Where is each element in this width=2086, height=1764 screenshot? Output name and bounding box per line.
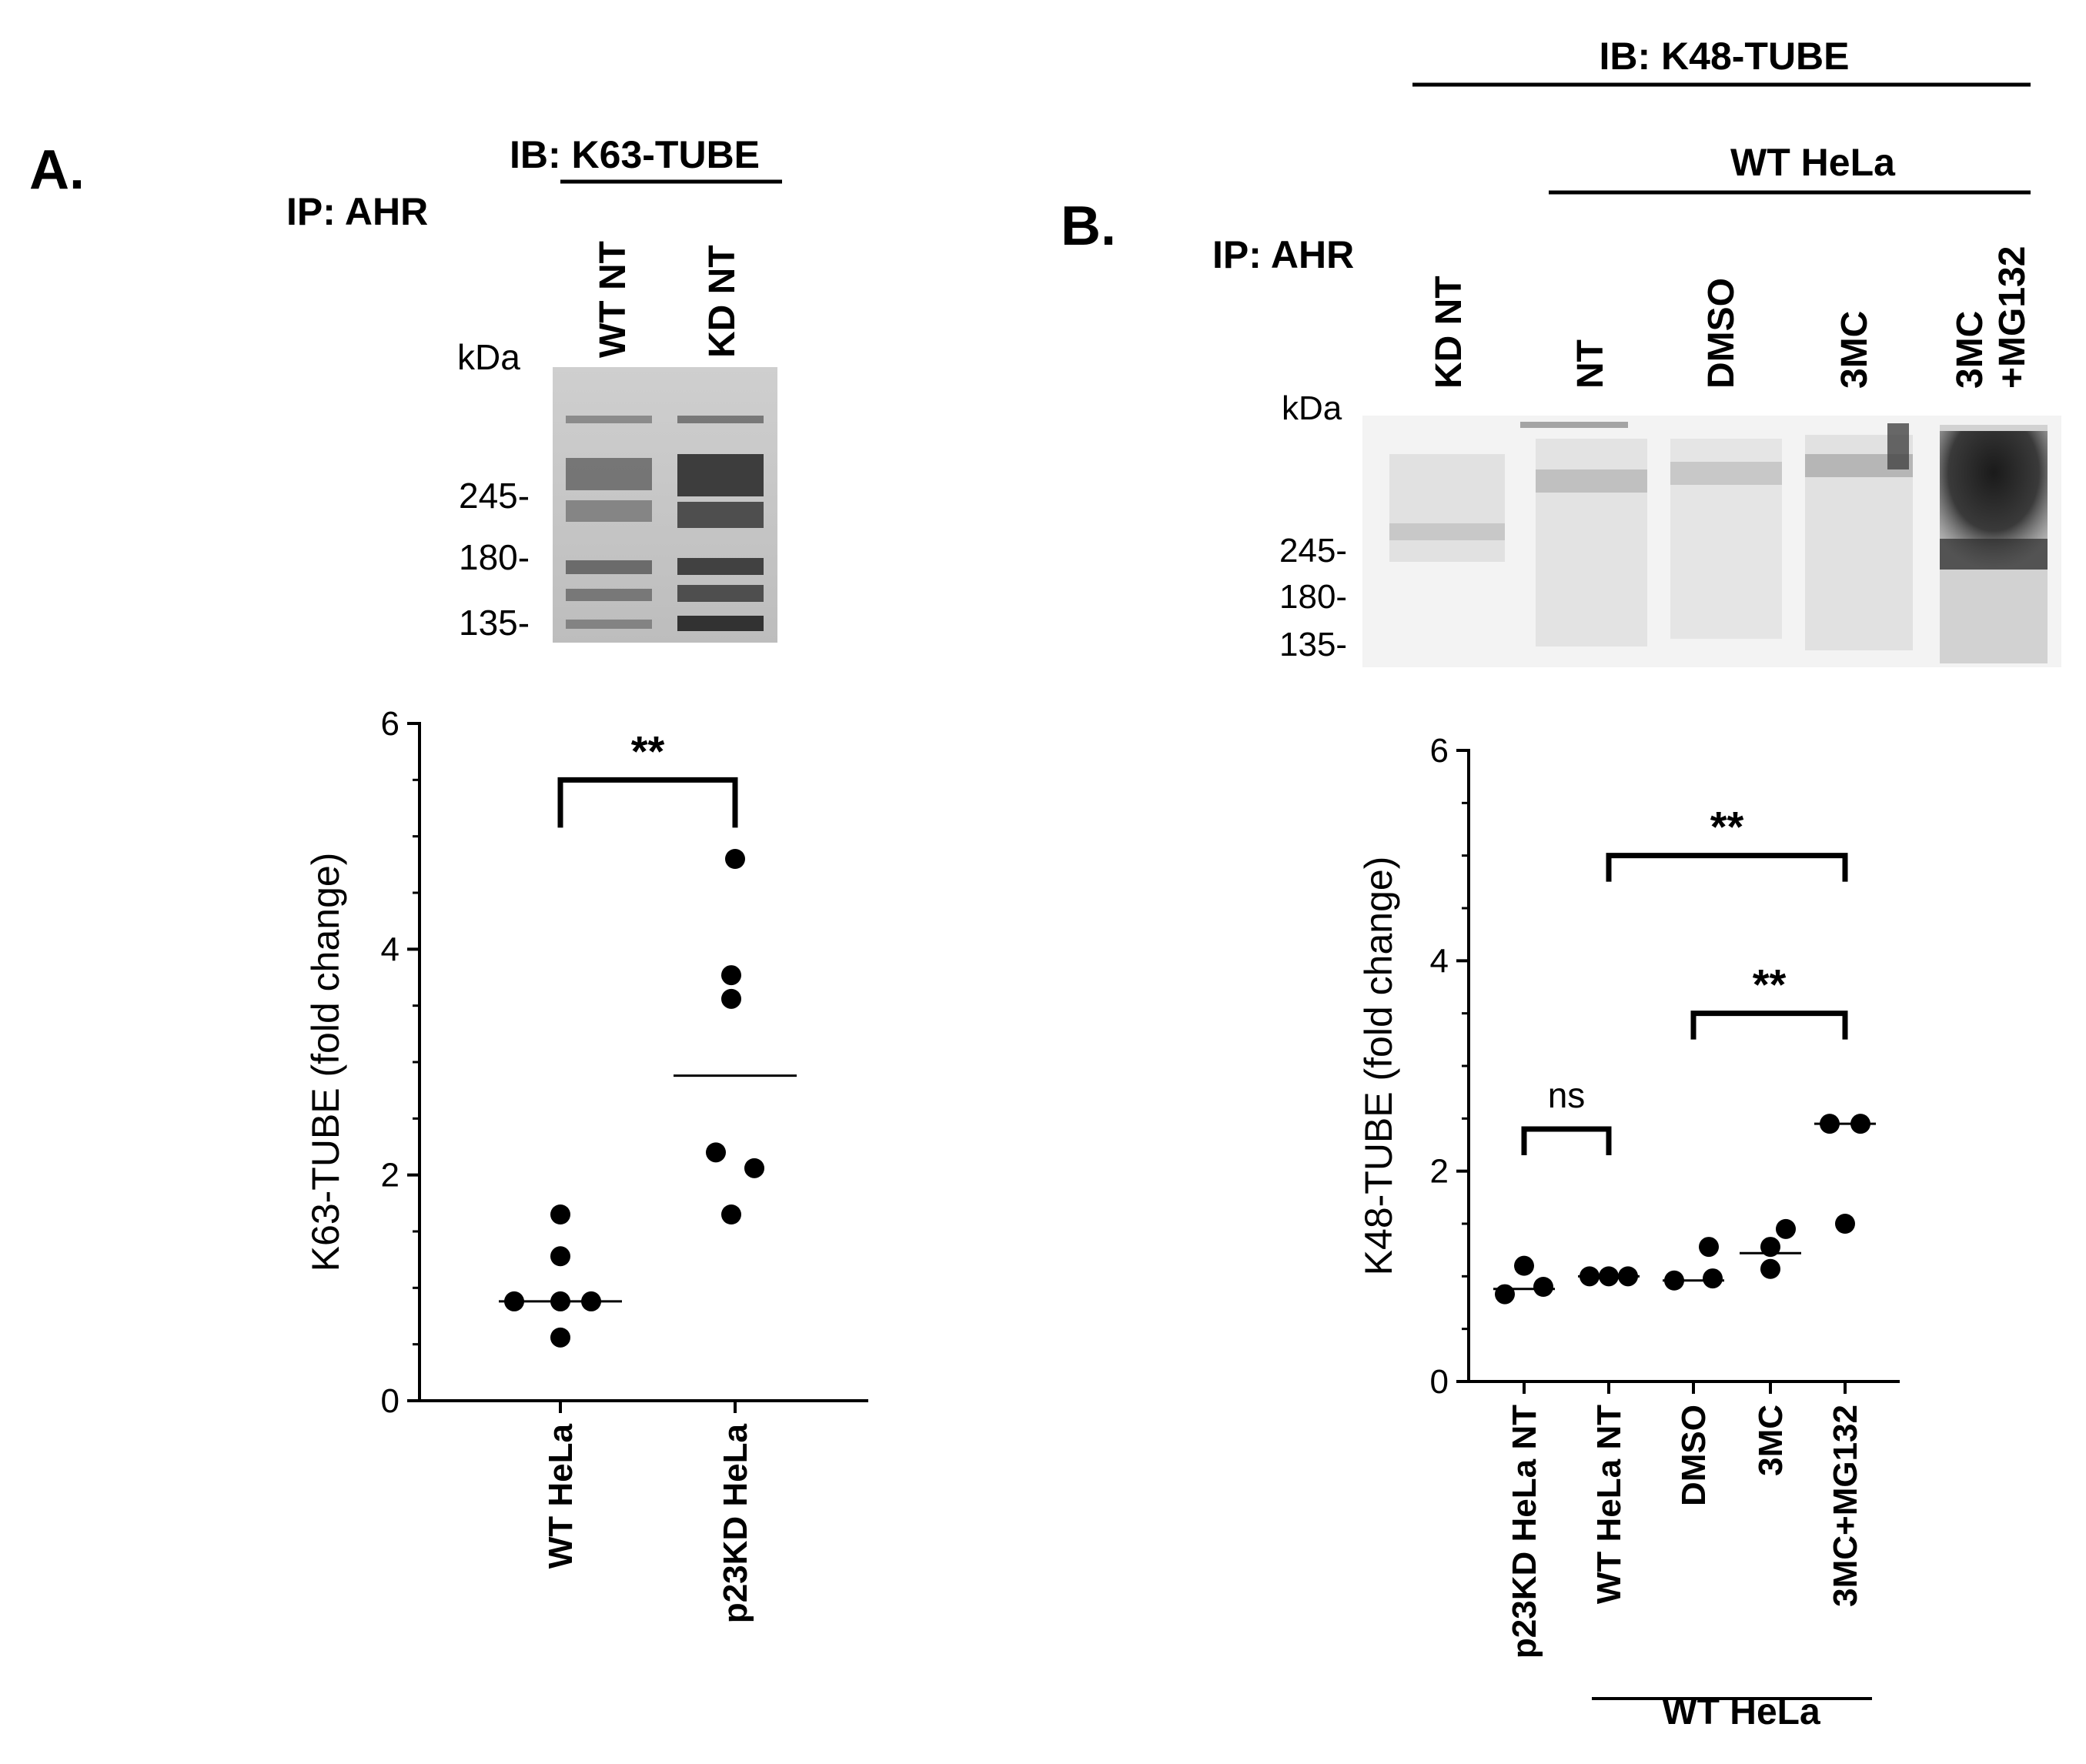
data-point bbox=[744, 1158, 764, 1178]
panel-b-marker-135: 135- bbox=[1279, 626, 1347, 663]
x-tick-label: 3MC+MG132 bbox=[1827, 1405, 1864, 1607]
y-tick-label: 2 bbox=[381, 1157, 399, 1194]
data-point bbox=[725, 849, 745, 869]
panel-a: A. IP: AHR IB: K63-TUBE WT NT KD NT kDa … bbox=[29, 133, 782, 643]
significance-label: ns bbox=[1548, 1075, 1586, 1115]
data-point bbox=[1703, 1268, 1723, 1289]
y-tick-label: 6 bbox=[1430, 732, 1449, 770]
y-axis-label: K63-TUBE (fold change) bbox=[304, 853, 347, 1272]
data-point bbox=[550, 1246, 570, 1267]
panel-a-lane-label: KD NT bbox=[702, 245, 743, 358]
x-tick-label: p23KD HeLa bbox=[717, 1423, 754, 1623]
significance-bracket bbox=[557, 777, 738, 828]
panel-a-ib-label: IB: K63-TUBE bbox=[510, 133, 760, 176]
panel-b-wt-group-label: WT HeLa bbox=[1730, 141, 1896, 184]
data-point bbox=[721, 988, 741, 1009]
data-point bbox=[1776, 1218, 1796, 1239]
panel-b-lane-label: 3MC bbox=[1834, 311, 1875, 389]
significance-label: ** bbox=[1710, 803, 1744, 851]
chart-b: 0 2 4 6 K48-TUBE (fold change) p23KD HeLa NT W… bbox=[1357, 732, 1900, 1659]
chart-a: 0 2 4 6 K63-TUBE (fold change) WT HeLa p23KD H… bbox=[304, 705, 868, 1623]
panel-a-marker-135: 135- bbox=[459, 603, 530, 643]
panel-b-ib-label: IB: K48-TUBE bbox=[1599, 35, 1849, 78]
data-point bbox=[550, 1204, 570, 1224]
y-tick-label: 6 bbox=[381, 705, 399, 743]
panel-b: IB: K48-TUBE WT HeLa B. IP: AHR KD NT NT… bbox=[1061, 35, 2061, 1732]
panel-b-kda-label: kDa bbox=[1282, 389, 1342, 427]
significance-label: ** bbox=[631, 727, 665, 775]
y-tick-label: 0 bbox=[381, 1382, 399, 1420]
y-tick-label: 0 bbox=[1430, 1363, 1449, 1401]
panel-a-label: A. bbox=[29, 139, 85, 201]
significance-bracket bbox=[1521, 1126, 1612, 1155]
x-tick-label: p23KD HeLa NT bbox=[1506, 1405, 1543, 1659]
data-point bbox=[721, 1204, 741, 1224]
panel-b-label: B. bbox=[1061, 195, 1116, 257]
y-tick-label: 4 bbox=[1430, 942, 1449, 980]
data-point bbox=[721, 965, 741, 986]
data-point bbox=[550, 1327, 570, 1348]
data-point bbox=[706, 1142, 726, 1163]
data-point bbox=[1760, 1237, 1780, 1258]
data-point bbox=[1835, 1214, 1855, 1234]
x-tick-label: DMSO bbox=[1675, 1405, 1713, 1506]
significance-label: ** bbox=[1753, 961, 1787, 1009]
panel-b-marker-245: 245- bbox=[1279, 532, 1347, 570]
y-tick-label: 4 bbox=[381, 930, 399, 968]
data-point bbox=[1699, 1237, 1719, 1258]
panel-a-blot-image bbox=[553, 367, 777, 643]
significance-bracket bbox=[1690, 1011, 1848, 1040]
panel-a-marker-180: 180- bbox=[459, 537, 530, 577]
x-tick-label: 3MC bbox=[1752, 1405, 1790, 1476]
panel-a-ip-label: IP: AHR bbox=[286, 190, 428, 233]
y-tick-label: 2 bbox=[1430, 1153, 1449, 1191]
panel-b-ip-label: IP: AHR bbox=[1212, 233, 1354, 276]
data-point bbox=[1514, 1255, 1534, 1276]
significance-bracket bbox=[1606, 853, 1848, 882]
y-axis-label: K48-TUBE (fold change) bbox=[1357, 857, 1400, 1276]
data-point bbox=[1760, 1258, 1780, 1279]
panel-a-kda-label: kDa bbox=[457, 337, 520, 377]
data-point bbox=[1533, 1277, 1553, 1297]
panel-b-blot-image bbox=[1362, 416, 2061, 667]
x-tick-label: WT HeLa NT bbox=[1590, 1405, 1628, 1604]
panel-a-lane-label: WT NT bbox=[593, 241, 633, 358]
panel-a-marker-245: 245- bbox=[459, 476, 530, 516]
data-point bbox=[1495, 1284, 1515, 1305]
x-tick-label: WT HeLa bbox=[542, 1423, 580, 1569]
panel-b-lane-label: DMSO bbox=[1701, 278, 1742, 389]
panel-b-marker-180: 180- bbox=[1279, 578, 1347, 616]
panel-b-lane-label: KD NT bbox=[1429, 276, 1469, 389]
panel-b-lane-label: NT bbox=[1570, 339, 1611, 389]
panel-b-lane-label-3mc-mg132: 3MC +MG132 bbox=[1950, 246, 2033, 389]
